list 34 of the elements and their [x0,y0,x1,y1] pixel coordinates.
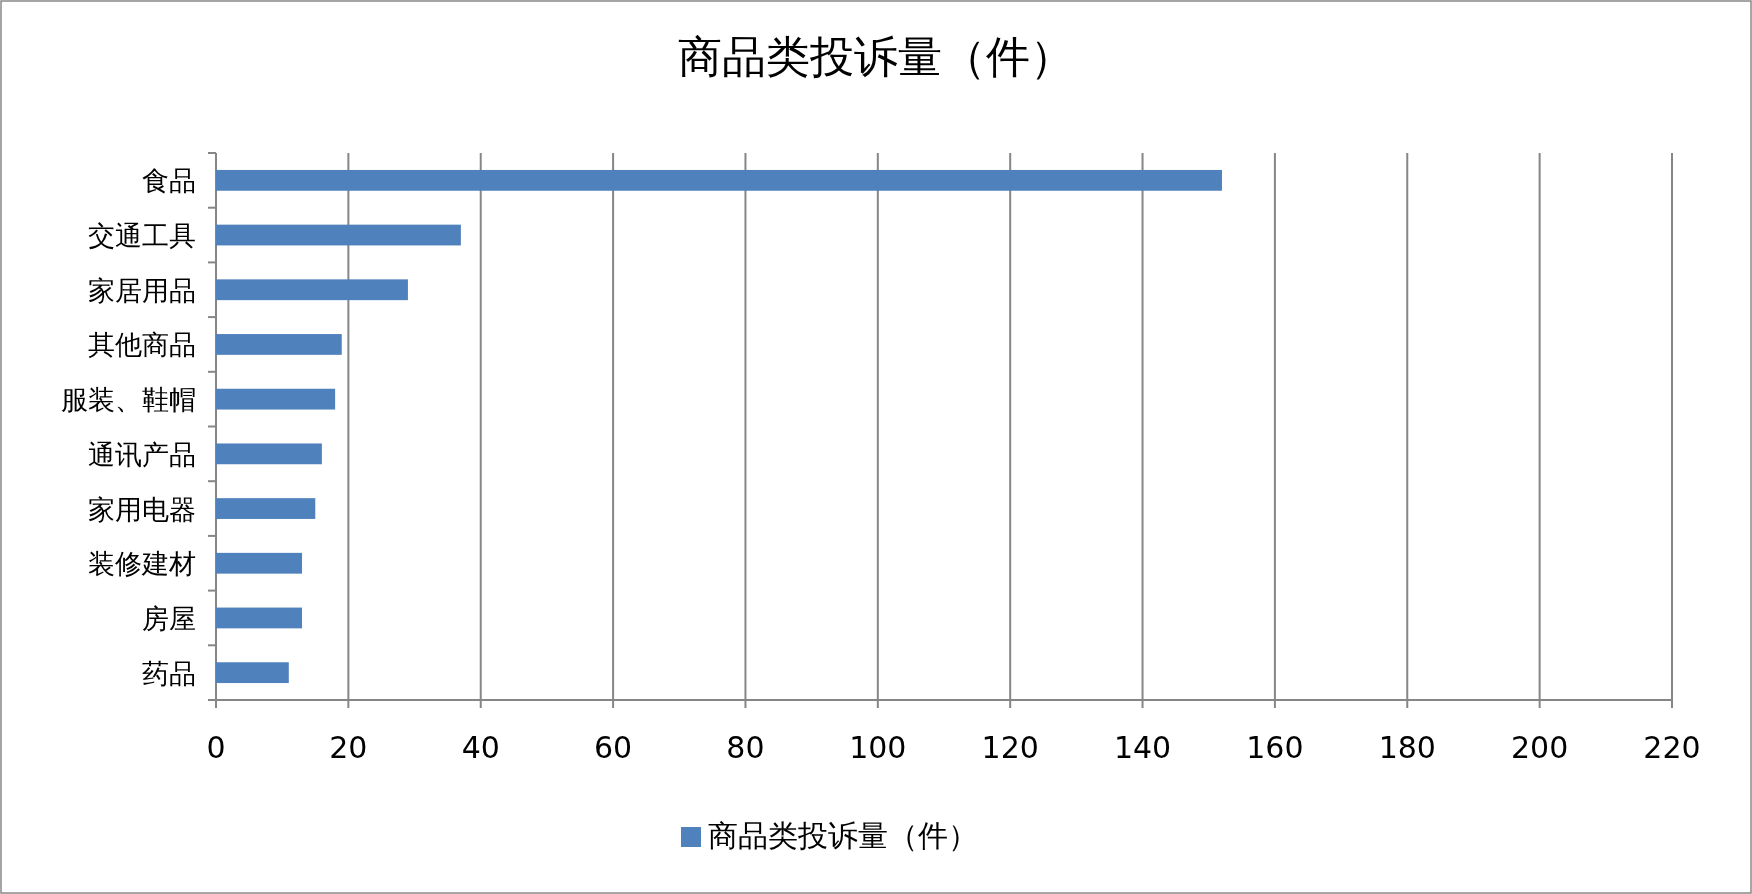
x-tick-label: 100 [849,730,907,765]
y-tick-label: 通讯产品 [88,438,196,470]
x-tick-label: 0 [206,730,226,765]
y-tick-label: 其他商品 [88,329,196,361]
bar [216,279,408,301]
y-tick-label: 食品 [142,165,196,197]
x-tick-label: 20 [329,730,368,765]
bar [216,334,342,355]
y-tick-label: 交通工具 [88,220,196,252]
bar [216,607,303,629]
bar [216,498,316,519]
y-tick-label: 药品 [142,657,196,689]
y-tick-label: 房屋 [142,602,196,634]
bar [216,552,303,574]
x-tick-label: 120 [981,730,1039,765]
x-tick-label: 220 [1643,730,1701,765]
bar [216,662,289,684]
y-tick-label: 服装、鞋帽 [61,384,196,416]
legend-label: 商品类投诉量（件） [708,818,978,853]
x-tick-label: 40 [461,730,500,765]
bar [216,224,461,246]
bar [216,388,336,410]
x-tick-label: 180 [1378,730,1436,765]
x-tick-label: 160 [1246,730,1304,765]
x-tick-label: 80 [726,730,765,765]
x-tick-label: 140 [1113,730,1172,765]
y-tick-label: 家用电器 [88,493,196,525]
x-tick-label: 60 [594,730,633,765]
y-tick-label: 装修建材 [88,548,196,580]
x-tick-label: 200 [1511,730,1569,765]
bar [216,443,322,465]
chart-title: 商品类投诉量（件） [678,31,1074,82]
bar [216,169,1222,191]
y-tick-label: 家居用品 [88,274,196,306]
